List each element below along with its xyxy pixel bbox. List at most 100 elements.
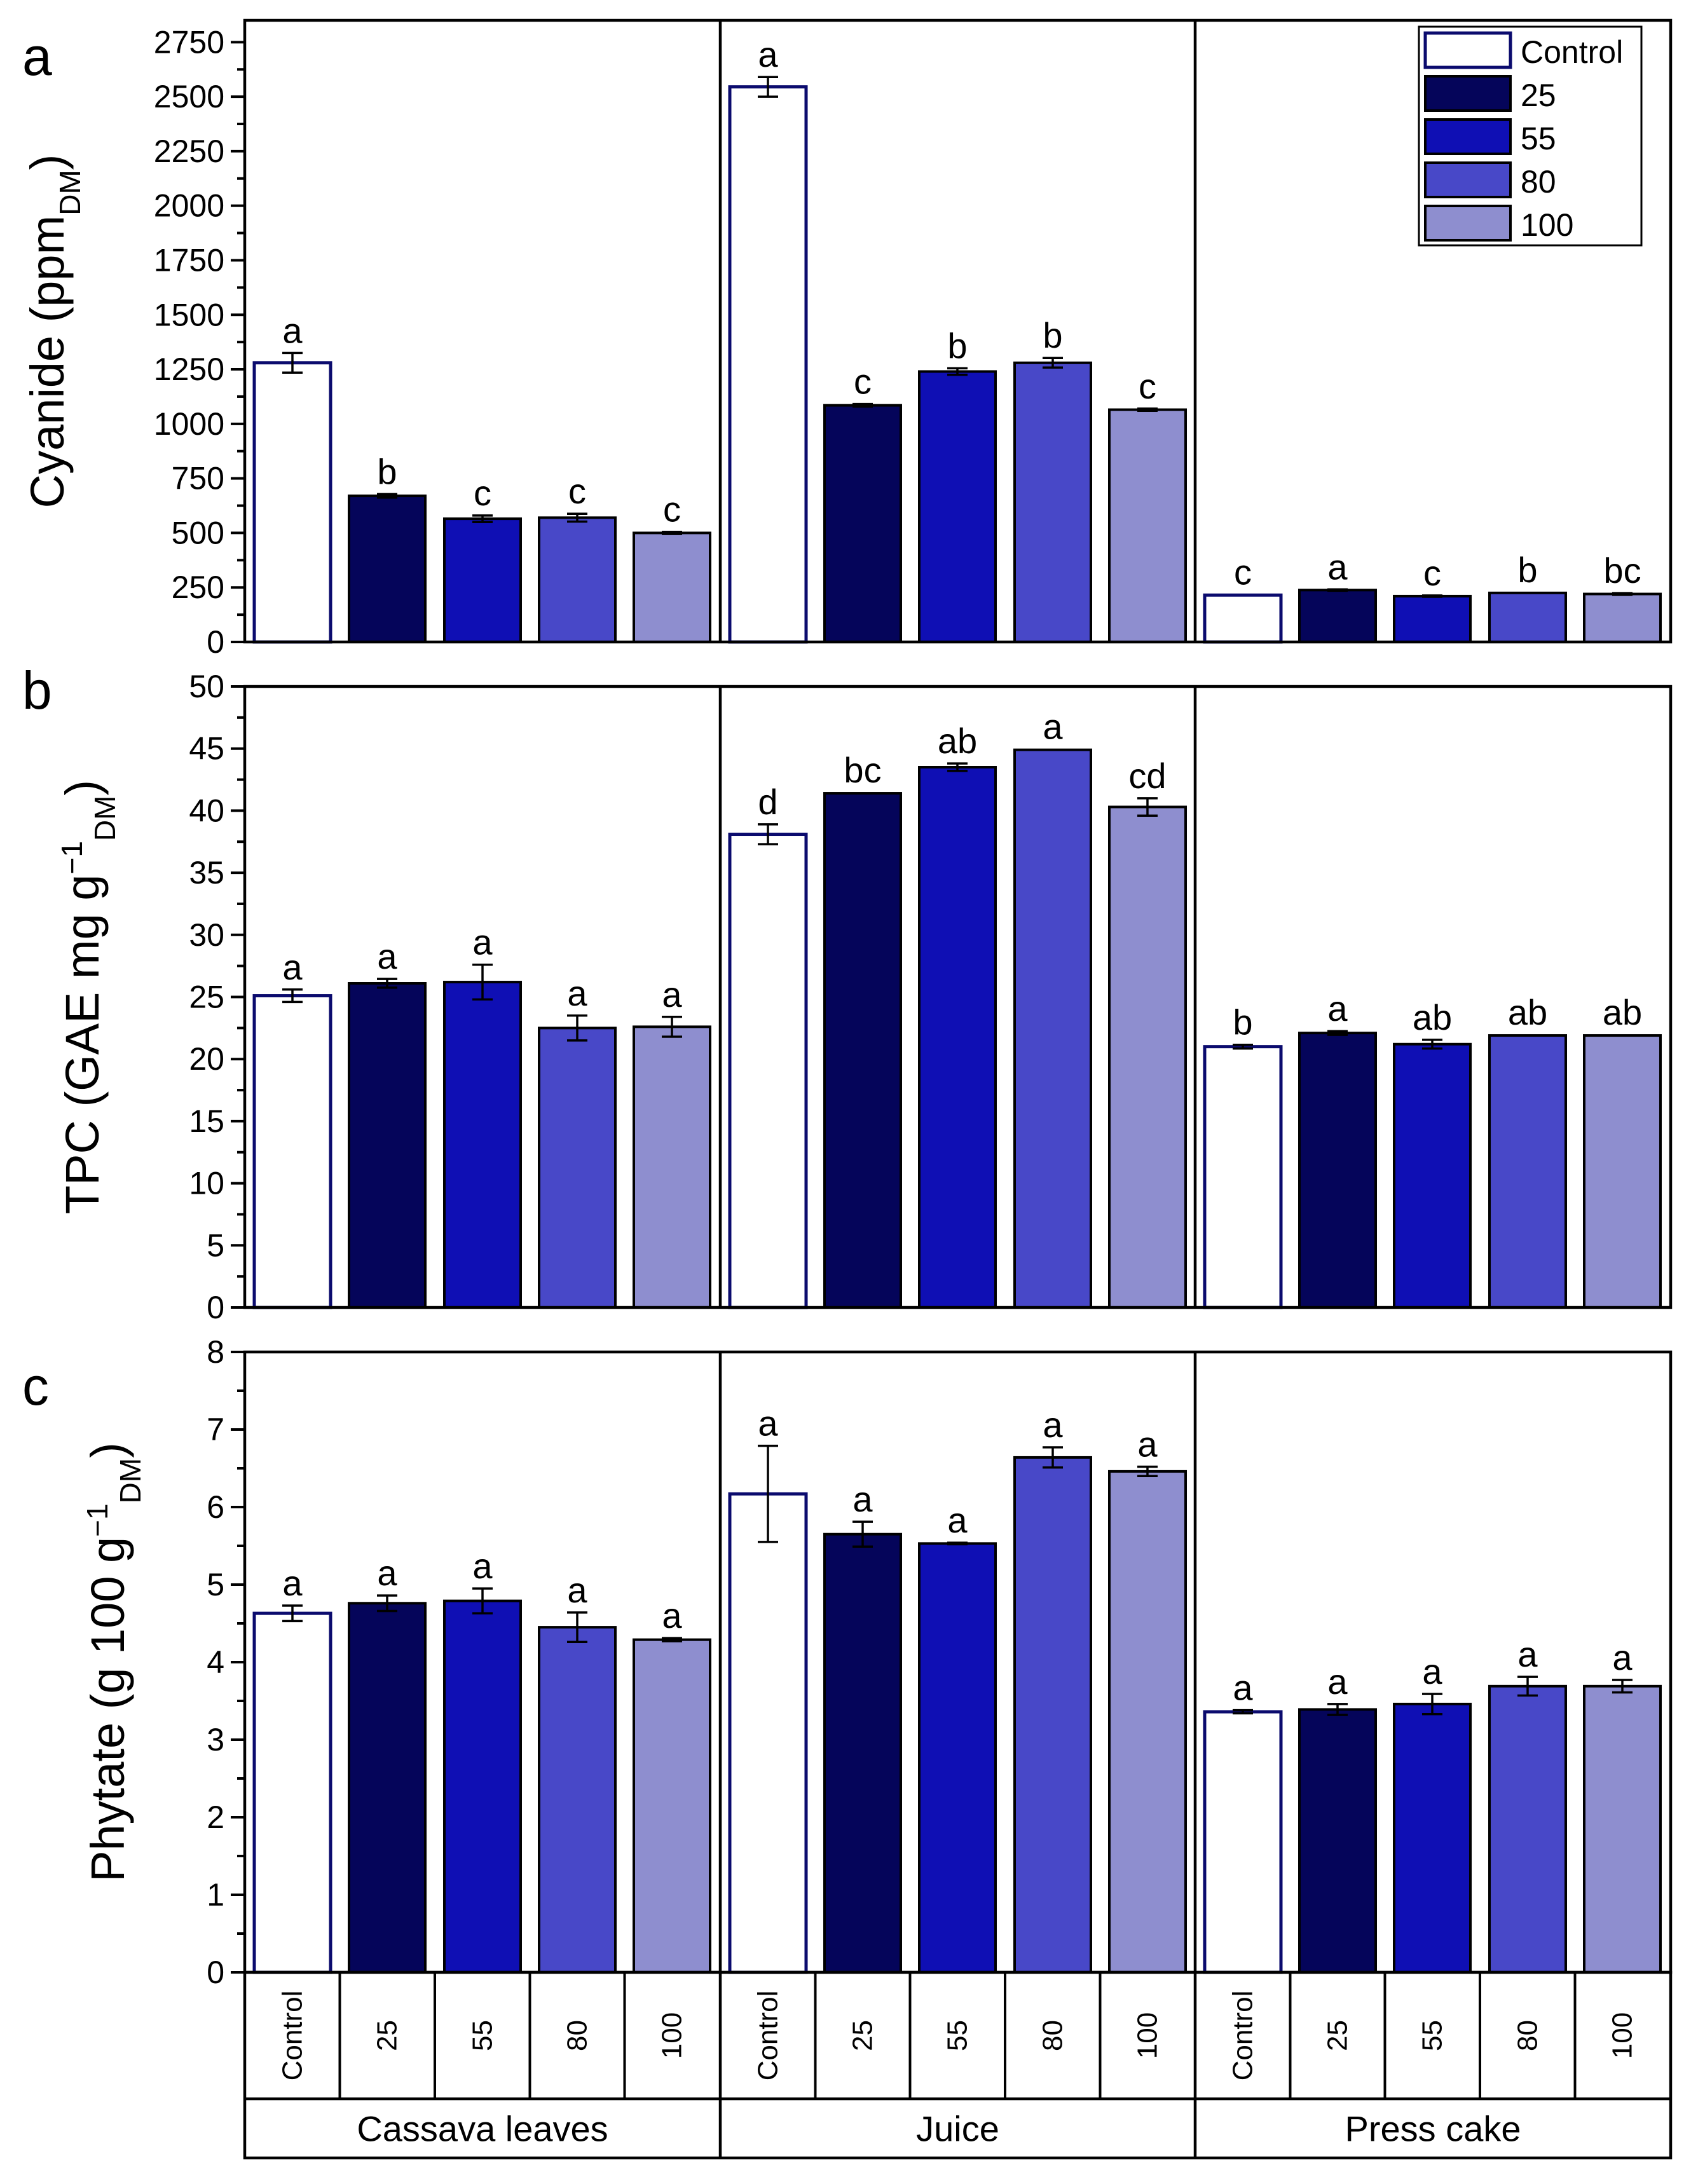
bar-press-cake-80 — [1488, 1034, 1567, 1309]
category-table-frame — [243, 1970, 1673, 2160]
category-label-control: Control — [753, 1991, 784, 2081]
bar-press-cake-100 — [1583, 1684, 1662, 1974]
bar-press-cake-25 — [1298, 1032, 1377, 1309]
legend-swatch-100 — [1424, 205, 1512, 242]
bar-juice-100 — [1108, 805, 1187, 1309]
bar-juice-100 — [1108, 408, 1187, 644]
significance-letter: a — [282, 1563, 303, 1603]
significance-letter: c — [854, 362, 872, 402]
bar-juice-80 — [1013, 748, 1092, 1309]
y-tick-label: 4 — [207, 1644, 224, 1680]
bar-juice-80 — [1013, 1456, 1092, 1974]
category-label-control: Control — [1228, 1991, 1259, 2081]
bar-cassava-leaves-25 — [348, 1602, 427, 1974]
category-label-55: 55 — [1417, 2020, 1448, 2051]
bar-juice-control — [728, 85, 808, 644]
significance-letter: d — [758, 782, 777, 822]
legend-label-25: 25 — [1521, 78, 1556, 113]
legend-swatch-25 — [1424, 75, 1512, 112]
y-tick-label: 0 — [207, 624, 224, 660]
significance-letter: a — [282, 310, 303, 350]
bar-press-cake-55 — [1393, 594, 1472, 643]
panel-letter-c: c — [22, 1356, 49, 1416]
significance-letter: a — [567, 1570, 587, 1610]
bar-press-cake-55 — [1393, 1042, 1472, 1309]
bar-cassava-leaves-100 — [633, 531, 711, 644]
significance-letter: ab — [1413, 997, 1452, 1037]
y-tick-label: 1 — [207, 1877, 224, 1913]
significance-letter: a — [377, 936, 397, 976]
bar-cassava-leaves-80 — [538, 1626, 617, 1974]
y-tick-label: 2500 — [154, 79, 224, 114]
significance-letter: ab — [1603, 992, 1642, 1032]
y-tick-label: 500 — [172, 515, 224, 550]
significance-letter: a — [947, 1500, 968, 1540]
bar-press-cake-25 — [1298, 1708, 1377, 1974]
category-label-100: 100 — [657, 2012, 688, 2059]
category-label-100: 100 — [1607, 2012, 1638, 2059]
significance-letter: bc — [844, 750, 881, 790]
y-tick-label: 8 — [207, 1334, 224, 1370]
plot-frame — [243, 685, 1673, 1309]
bar-press-cake-55 — [1393, 1702, 1472, 1974]
x-axis-category-table: Control 25 55 80 100 Cassava leaves Control 25 5… — [243, 1970, 1673, 2160]
significance-letter: a — [662, 1595, 682, 1635]
y-tick-label: 750 — [172, 461, 224, 496]
category-label-80: 80 — [1512, 2020, 1544, 2051]
y-tick-label: 5 — [207, 1227, 224, 1263]
panel-b-tpc: 0 5 10 15 20 25 30 35 40 45 50 a a a a a d bc ab a cd b a ab ab a… — [55, 669, 1673, 1325]
bar-juice-25 — [823, 1532, 902, 1974]
significance-letter: c — [663, 489, 681, 529]
category-label-80: 80 — [1037, 2020, 1069, 2051]
legend-swatch-80 — [1424, 161, 1512, 198]
significance-letter: b — [1517, 550, 1537, 590]
significance-letter: c — [568, 471, 586, 511]
significance-letter: c — [1234, 552, 1252, 592]
significance-letter: a — [758, 1403, 778, 1443]
significance-letter: a — [1327, 1662, 1348, 1702]
bar-cassava-leaves-80 — [538, 1027, 617, 1309]
y-tick-label: 1500 — [154, 297, 224, 332]
bar-juice-55 — [918, 1542, 997, 1974]
significance-letter: a — [1517, 1634, 1538, 1674]
bar-juice-control — [728, 833, 808, 1309]
panel-a-cyanide: 0 250 500 750 1000 1250 1500 1750 2000 2250 2500 27… — [21, 18, 1673, 660]
significance-letter: ab — [938, 721, 977, 761]
significance-letter: a — [1043, 1405, 1063, 1445]
legend-swatch-control — [1423, 31, 1512, 69]
y-tick-label: 1250 — [154, 351, 224, 387]
y-tick-label: 2000 — [154, 188, 224, 224]
plot-frame — [243, 18, 1673, 644]
bar-cassava-leaves-control — [252, 1611, 332, 1974]
significance-letter: b — [1233, 1002, 1252, 1042]
y-tick-label: 20 — [189, 1041, 224, 1077]
significance-letter: a — [1422, 1651, 1442, 1691]
y-tick-label: 45 — [189, 731, 224, 767]
significance-letter: a — [1327, 988, 1348, 1028]
y-tick-label: 40 — [189, 793, 224, 828]
significance-letter: a — [377, 1553, 397, 1593]
bar-cassava-leaves-100 — [633, 1638, 711, 1974]
legend-label-55: 55 — [1521, 121, 1556, 156]
y-tick-label: 7 — [207, 1412, 224, 1447]
y-tick-label: 6 — [207, 1489, 224, 1525]
panel-c-phytate: 0 1 2 3 4 5 6 7 8 a a a a a a a a a a a a a a a Phytate (g 100 g… — [81, 1334, 1673, 1990]
significance-letter: a — [472, 922, 493, 962]
y-tick-label: 2 — [207, 1799, 224, 1835]
significance-letter: a — [1612, 1637, 1633, 1677]
bar-press-cake-100 — [1583, 592, 1662, 643]
bar-press-cake-control — [1203, 1710, 1283, 1974]
significance-letter: ab — [1508, 992, 1547, 1032]
y-tick-label: 10 — [189, 1166, 224, 1201]
significance-letter: a — [758, 34, 778, 74]
category-label-control: Control — [277, 1991, 308, 2081]
significance-letter: a — [1137, 1424, 1158, 1464]
significance-letter: a — [472, 1546, 493, 1586]
bar-press-cake-control — [1203, 593, 1283, 644]
group-label-juice: Juice — [916, 2109, 999, 2149]
significance-letter: cd — [1128, 756, 1166, 796]
y-tick-label: 35 — [189, 855, 224, 891]
bar-cassava-leaves-control — [252, 361, 332, 644]
legend-swatch-55 — [1424, 118, 1512, 155]
